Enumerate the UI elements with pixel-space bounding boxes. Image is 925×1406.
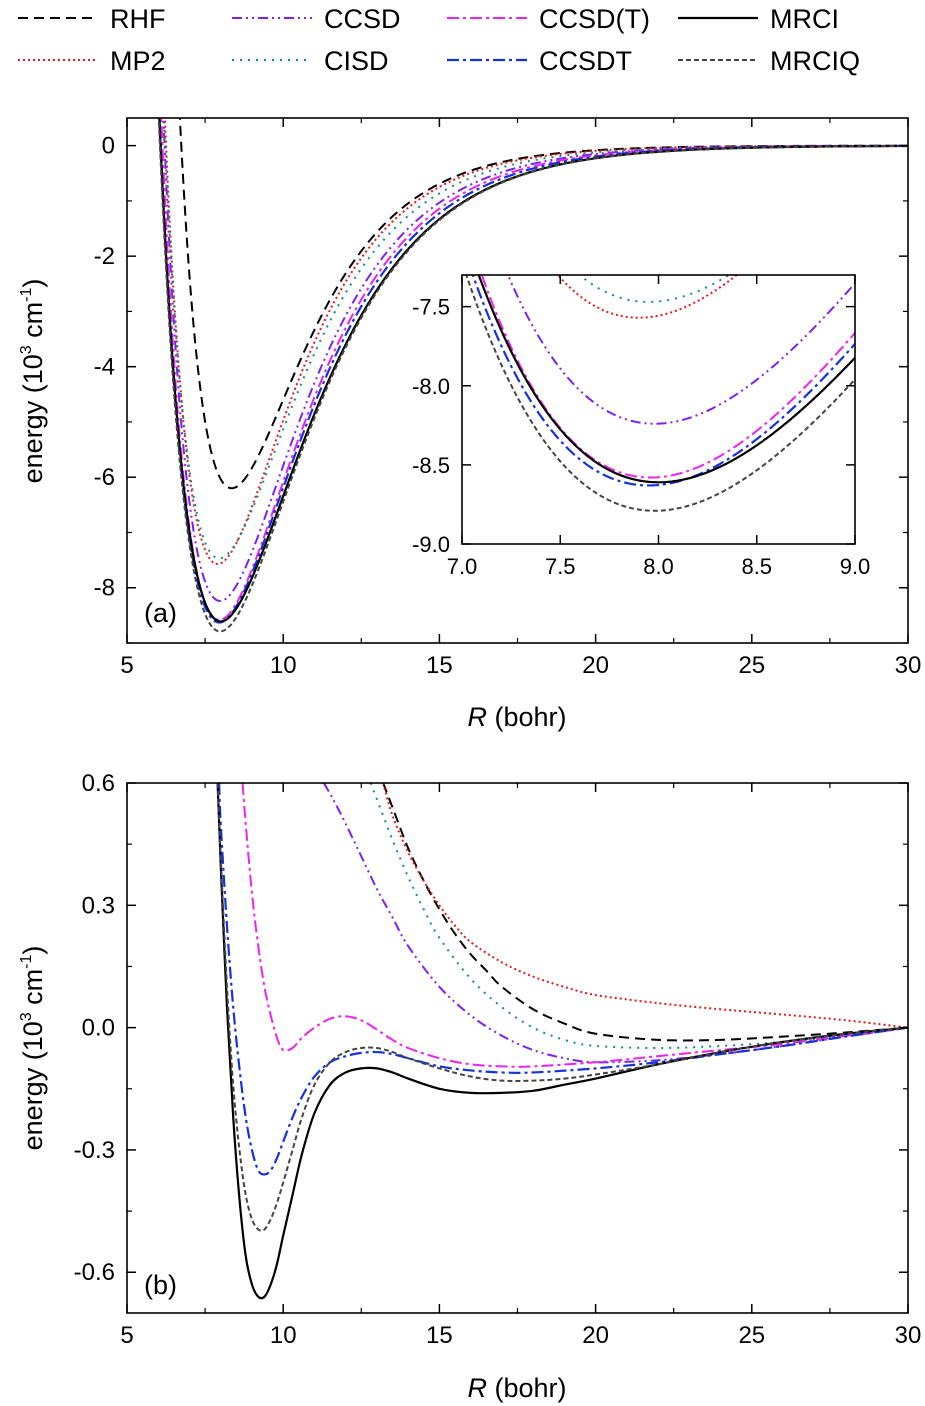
legend-label-cisd: CISD xyxy=(324,46,389,76)
legend-label-ccsd-t: CCSD(T) xyxy=(539,4,650,34)
panel-a-series-mrciq xyxy=(157,118,908,633)
panel-a-label: (a) xyxy=(144,598,177,628)
panel-b-series-cisd xyxy=(369,783,908,1049)
legend-label-rhf: RHF xyxy=(110,4,166,34)
panel-b-xtick-label: 15 xyxy=(426,1322,453,1349)
panel-b-ytick-label: -0.3 xyxy=(74,1137,115,1164)
inset-series-mrci xyxy=(477,275,855,484)
panel-b-series-mp2 xyxy=(382,783,908,1029)
panel-a-ytick-label: -8 xyxy=(94,575,115,602)
panel-b-series-ccsd xyxy=(322,783,908,1064)
panel-a: 5 10 15 20 25 30 -8 -6 -4 -2 0 (a) R (bohr) energy… xyxy=(18,117,922,732)
legend-label-mrciq: MRCIQ xyxy=(770,46,860,76)
inset-ytick-label: -9.0 xyxy=(412,532,450,557)
legend: RHF MP2 CCSD CISD CCSD(T) CCSDT MRCI MRCIQ xyxy=(18,4,860,76)
inset-ytick-label: -8.0 xyxy=(412,374,450,399)
panel-a-xtick-label: 20 xyxy=(582,652,609,679)
panel-b-ytick-label: 0.6 xyxy=(82,770,115,797)
legend-label-mrci: MRCI xyxy=(770,4,839,34)
panel-a-xtick-label: 5 xyxy=(120,652,133,679)
inset-curves xyxy=(465,275,855,512)
panel-b-series-mrci xyxy=(216,783,908,1300)
panel-a-ytick-label: -2 xyxy=(94,243,115,270)
panel-b-series-ccsdt xyxy=(218,783,908,1176)
inset: 7.0 7.5 8.0 8.5 9.0 -9.0 -8.5 -8.0 -7.5 xyxy=(412,274,870,579)
legend-item-ccsd: CCSD xyxy=(232,4,401,34)
inset-ytick-label: -8.5 xyxy=(412,453,450,478)
panel-b-ytick-label: 0.0 xyxy=(82,1015,115,1042)
panel-b-series-ccsd-t xyxy=(241,783,908,1068)
panel-b-ytick-label: 0.3 xyxy=(82,892,115,919)
legend-item-rhf: RHF xyxy=(18,4,166,34)
panel-b-series-mrciq xyxy=(216,783,908,1232)
panel-a-series-ccsd xyxy=(162,118,908,602)
inset-series-mrciq xyxy=(465,275,855,512)
panel-b-xlabel: R (bohr) xyxy=(467,1373,566,1403)
legend-label-ccsd: CCSD xyxy=(324,4,401,34)
legend-item-mp2: MP2 xyxy=(18,46,166,76)
panel-b-ticks: 5 10 15 20 25 30 -0.6 -0.3 0.0 0.3 0.6 xyxy=(74,770,922,1349)
panel-a-xtick-label: 10 xyxy=(270,652,297,679)
panel-b-curves xyxy=(216,783,908,1300)
legend-item-ccsdt: CCSDT xyxy=(447,46,632,76)
legend-label-ccsdt: CCSDT xyxy=(539,46,632,76)
panel-b-xtick-label: 20 xyxy=(582,1322,609,1349)
inset-xtick-label: 8.0 xyxy=(643,554,674,579)
panel-a-ytick-label: 0 xyxy=(102,133,115,160)
panel-a-ylabel: energy (103 cm-1) xyxy=(18,279,48,484)
panel-b-ytick-label: -0.6 xyxy=(74,1259,115,1286)
inset-ticks: 7.0 7.5 8.0 8.5 9.0 -9.0 -8.5 -8.0 -7.5 xyxy=(412,275,870,579)
panel-a-xlabel: R (bohr) xyxy=(467,702,566,732)
panel-b-xtick-label: 25 xyxy=(738,1322,765,1349)
panel-a-ytick-label: -6 xyxy=(94,464,115,491)
panel-b-label: (b) xyxy=(144,1270,177,1300)
inset-series-ccsd-t xyxy=(480,275,855,479)
legend-label-mp2: MP2 xyxy=(110,46,166,76)
panel-a-xtick-label: 25 xyxy=(738,652,765,679)
panel-b-xtick-label: 5 xyxy=(120,1322,133,1349)
inset-ytick-label: -7.5 xyxy=(412,295,450,320)
inset-xtick-label: 8.5 xyxy=(741,554,772,579)
panel-a-ytick-label: -4 xyxy=(94,354,115,381)
panel-b-ylabel: energy (103 cm-1) xyxy=(18,946,48,1151)
panel-b-xtick-label: 10 xyxy=(270,1322,297,1349)
inset-xtick-label: 7.5 xyxy=(545,554,576,579)
panel-b: 5 10 15 20 25 30 -0.6 -0.3 0.0 0.3 0.6 (b) R (bohr… xyxy=(18,770,921,1403)
panel-a-xtick-label: 30 xyxy=(895,652,922,679)
inset-background xyxy=(462,275,855,544)
inset-xtick-label: 9.0 xyxy=(840,554,871,579)
inset-xtick-label: 7.0 xyxy=(447,554,478,579)
legend-item-ccsd-t: CCSD(T) xyxy=(447,4,650,34)
inset-series-ccsd xyxy=(506,275,855,425)
panel-b-frame xyxy=(126,782,909,1314)
legend-item-mrciq: MRCIQ xyxy=(678,46,860,76)
panel-a-ticks: 5 10 15 20 25 30 -8 -6 -4 -2 0 xyxy=(94,118,922,679)
panel-b-xtick-label: 30 xyxy=(895,1322,922,1349)
panel-a-curves xyxy=(157,118,908,633)
panel-b-series-rhf xyxy=(382,783,908,1042)
legend-item-cisd: CISD xyxy=(232,46,389,76)
panel-a-xtick-label: 15 xyxy=(426,652,453,679)
inset-series-ccsdt xyxy=(471,275,855,487)
legend-item-mrci: MRCI xyxy=(678,4,839,34)
